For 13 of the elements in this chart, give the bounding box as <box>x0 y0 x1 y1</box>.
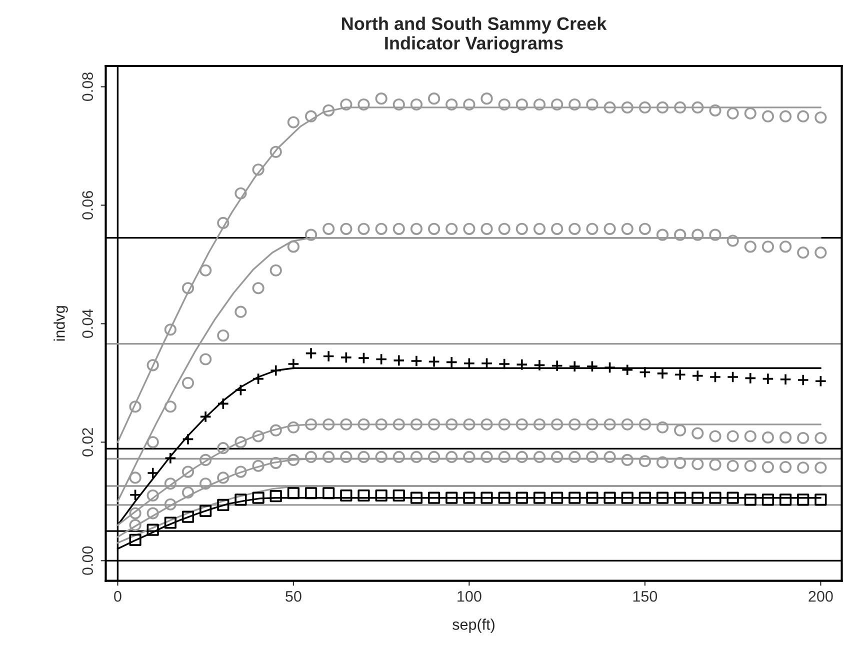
y-tick-label: 0.02 <box>82 428 94 456</box>
y-tick-label: 0.08 <box>82 72 94 102</box>
x-tick-label: 100 <box>458 590 482 602</box>
x-tick-label: 150 <box>633 590 658 602</box>
x-tick-label: 200 <box>808 590 833 602</box>
x-axis-title: sep(ft) <box>452 618 494 633</box>
y-tick-label: 0.04 <box>82 309 94 338</box>
x-tick-label: 0 <box>114 590 122 602</box>
x-tick-label: 50 <box>286 590 302 602</box>
y-tick-label: 0.06 <box>82 191 94 220</box>
y-axis-title: indvg <box>54 306 68 341</box>
y-tick-label: 0.00 <box>82 546 94 575</box>
chart-title: North and South Sammy Creek Indicator Variograms <box>342 16 607 54</box>
